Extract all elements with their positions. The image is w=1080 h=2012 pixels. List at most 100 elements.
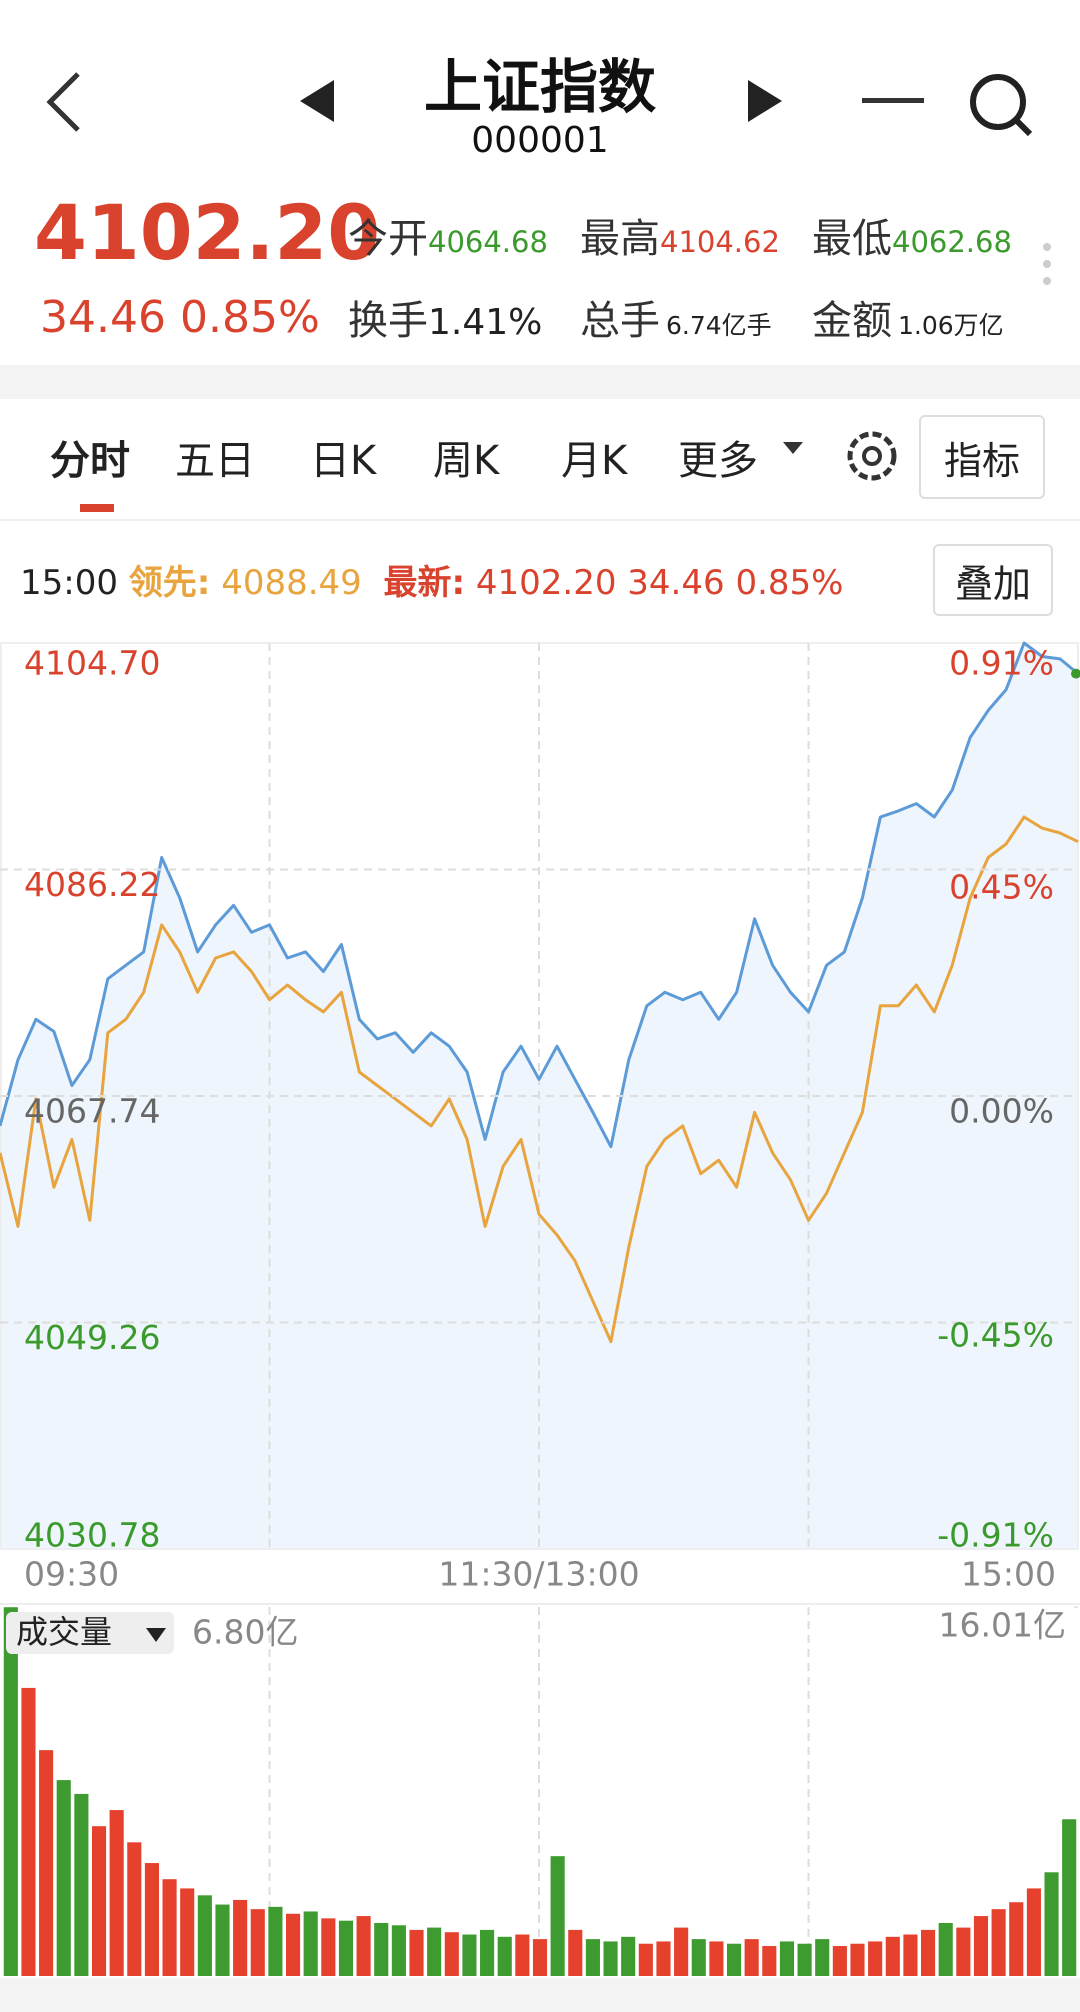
- dropdown-arrow: [783, 442, 803, 454]
- y2-tick-label: 0.91%: [949, 644, 1054, 683]
- volume-bar: [1062, 1819, 1077, 1976]
- x-tick-label: 09:30: [24, 1555, 119, 1594]
- y2-tick-label: 0.00%: [949, 1092, 1054, 1131]
- tab-label: 更多: [678, 438, 758, 484]
- settings-button[interactable]: [842, 426, 902, 486]
- volume-bar: [903, 1934, 918, 1976]
- stat-value: 4062.68: [892, 225, 1012, 259]
- volume-bar: [832, 1946, 847, 1976]
- tab[interactable]: 日K: [310, 438, 377, 484]
- tab[interactable]: 五日: [175, 438, 255, 484]
- volume-bar: [39, 1750, 54, 1976]
- volume-bar: [938, 1922, 953, 1976]
- volume-bar: [603, 1941, 618, 1976]
- volume-bar: [1044, 1872, 1059, 1976]
- separator: [0, 365, 1080, 399]
- volume-bar: [56, 1780, 71, 1976]
- stock-code: 000001: [471, 120, 609, 161]
- tab[interactable]: 月K: [561, 438, 628, 484]
- stat-label: 金额: [812, 298, 892, 344]
- stat-label: 最低: [812, 216, 892, 262]
- volume-bar: [815, 1939, 830, 1976]
- tab[interactable]: 周K: [433, 438, 500, 484]
- volume-bar: [691, 1939, 706, 1976]
- latest-change: 34.46: [627, 563, 725, 603]
- volume-bar: [1009, 1902, 1024, 1976]
- volume-bar: [233, 1899, 248, 1976]
- volume-bar: [532, 1939, 548, 1976]
- volume-bar: [621, 1936, 636, 1976]
- volume-bar: [180, 1888, 195, 1976]
- y2-tick-label: 0.45%: [949, 867, 1054, 906]
- volume-bar: [427, 1927, 442, 1976]
- y2-tick-label: -0.91%: [937, 1516, 1054, 1555]
- tab-indicator: [80, 504, 114, 512]
- divider: [0, 519, 1080, 521]
- latest-value: 4102.20: [475, 563, 617, 603]
- volume-subtitle: 6.80亿: [192, 1613, 298, 1652]
- volume-bar: [585, 1939, 600, 1976]
- overlay-button[interactable]: 叠加: [933, 544, 1053, 616]
- stat: 总手 6.74亿手: [580, 288, 772, 346]
- stat-label: 换手: [348, 298, 428, 344]
- volume-bar: [762, 1946, 777, 1976]
- volume-bar: [250, 1909, 265, 1976]
- volume-bar: [1026, 1888, 1041, 1976]
- indicator-button[interactable]: 指标: [919, 415, 1045, 499]
- volume-bar: [638, 1943, 653, 1976]
- y-tick-label: 4104.70: [24, 644, 160, 683]
- next-button[interactable]: [744, 78, 784, 124]
- volume-bar: [480, 1929, 495, 1976]
- volume-title: 成交量: [16, 1613, 112, 1651]
- volume-bar: [303, 1911, 318, 1976]
- volume-bar: [3, 1607, 18, 1976]
- stat-value: 4064.68: [428, 225, 548, 259]
- latest-label: 最新:: [383, 563, 466, 603]
- volume-bar: [885, 1936, 900, 1976]
- volume-bar: [779, 1941, 795, 1976]
- tab[interactable]: 分时: [50, 438, 130, 484]
- volume-bar: [850, 1943, 865, 1976]
- y-tick-label: 16.01亿: [939, 1606, 1066, 1645]
- volume-bar: [391, 1925, 406, 1976]
- volume-bar: [268, 1906, 283, 1976]
- volume-bar: [956, 1927, 971, 1976]
- volume-bar: [921, 1929, 936, 1976]
- stock-title: 上证指数: [423, 53, 656, 121]
- volume-bar: [338, 1920, 354, 1976]
- x-tick-label: 11:30/13:00: [438, 1555, 639, 1594]
- volume-bar: [726, 1943, 742, 1976]
- more-dots[interactable]: [1040, 240, 1054, 288]
- prev-button[interactable]: [298, 78, 338, 124]
- stat-value: 4104.62: [660, 225, 780, 259]
- volume-bar: [127, 1842, 142, 1976]
- volume-bar: [109, 1810, 124, 1976]
- volume-bar: [674, 1927, 689, 1976]
- volume-bar: [656, 1941, 671, 1976]
- current-price: 4102.20: [34, 188, 381, 277]
- stat-label: 今开: [348, 216, 428, 262]
- price-change: 34.46 0.85%: [40, 292, 320, 343]
- series-line: [0, 641, 1079, 1149]
- lead-label: 领先:: [128, 563, 211, 603]
- change-value: 34.46: [40, 292, 166, 343]
- search-button[interactable]: [966, 70, 1036, 140]
- back-button[interactable]: [40, 70, 90, 134]
- series-line: [0, 815, 1079, 1344]
- volume-bar: [497, 1936, 512, 1976]
- y-tick-label: 4086.22: [24, 865, 160, 904]
- y-tick-label: 4030.78: [24, 1516, 160, 1555]
- stat: 最高4104.62: [580, 206, 780, 264]
- stat: 最低4062.68: [812, 206, 1012, 264]
- volume-bar: [462, 1934, 477, 1976]
- volume-bar: [197, 1895, 212, 1976]
- minimize-button[interactable]: [862, 96, 926, 106]
- tab[interactable]: 更多: [678, 428, 758, 486]
- volume-bar: [74, 1793, 89, 1976]
- volume-bar: [285, 1913, 301, 1976]
- volume-bar: [550, 1856, 565, 1976]
- volume-bar: [374, 1922, 389, 1976]
- volume-bar: [868, 1941, 883, 1976]
